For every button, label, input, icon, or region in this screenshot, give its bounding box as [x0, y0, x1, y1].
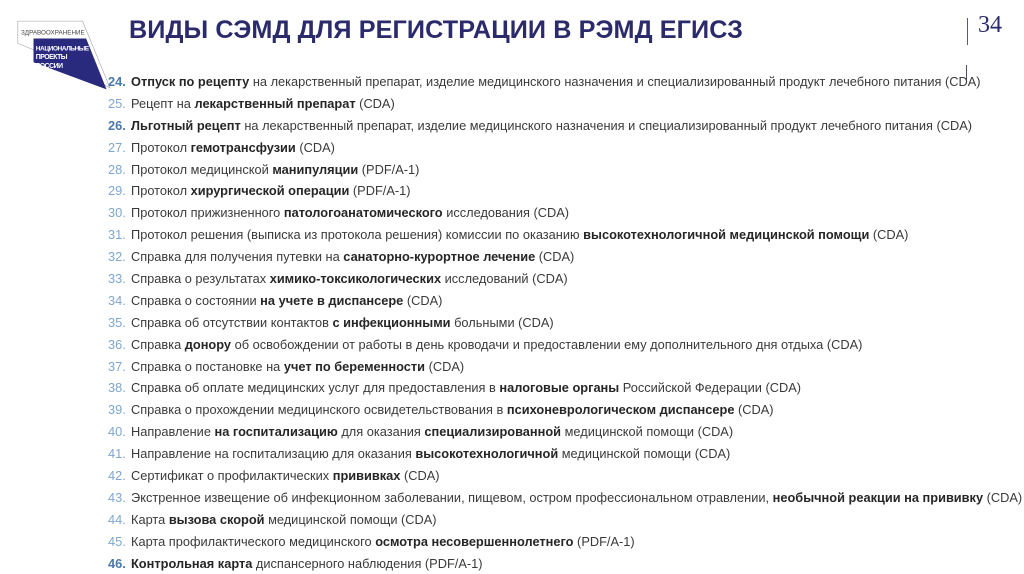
svg-text:ЗДРАВООХРАНЕНИЕ: ЗДРАВООХРАНЕНИЕ [21, 29, 85, 36]
svg-text:НАЦИОНАЛЬНЫЕ: НАЦИОНАЛЬНЫЕ [36, 45, 90, 52]
svg-text:РОССИИ: РОССИИ [36, 63, 63, 70]
svg-text:ПРОЕКТЫ: ПРОЕКТЫ [36, 54, 68, 61]
